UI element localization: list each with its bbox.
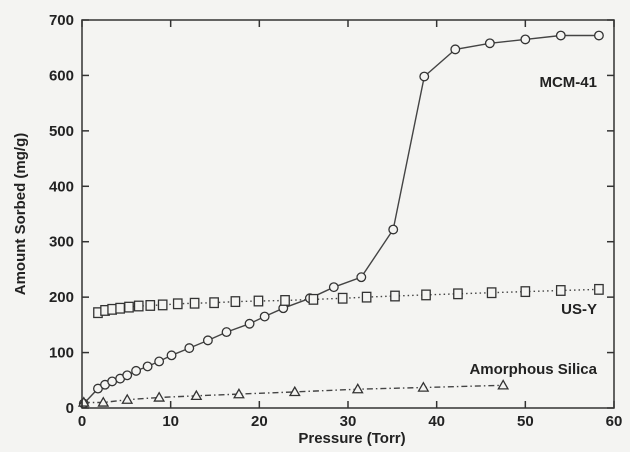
data-point bbox=[202, 335, 213, 346]
data-point bbox=[230, 296, 241, 308]
data-point bbox=[189, 297, 200, 309]
data-point bbox=[555, 285, 566, 296]
data-point bbox=[484, 38, 495, 49]
data-point bbox=[450, 44, 461, 55]
y-tick-label: 700 bbox=[49, 12, 74, 29]
x-axis-label: Pressure (Torr) bbox=[298, 430, 405, 447]
data-point bbox=[593, 30, 604, 41]
x-tick-label: 60 bbox=[606, 413, 623, 430]
data-point bbox=[154, 356, 165, 367]
data-point bbox=[594, 283, 604, 295]
data-point bbox=[190, 389, 203, 401]
data-point bbox=[172, 298, 183, 310]
data-point bbox=[233, 388, 245, 399]
series-line bbox=[97, 288, 599, 314]
y-tick-label: 200 bbox=[49, 289, 74, 306]
data-point bbox=[115, 302, 125, 314]
data-point bbox=[555, 30, 566, 41]
data-point bbox=[133, 300, 144, 312]
data-point bbox=[361, 291, 372, 303]
x-tick-label: 50 bbox=[517, 413, 534, 430]
data-point bbox=[328, 282, 339, 293]
data-point bbox=[244, 318, 255, 329]
data-point bbox=[107, 303, 117, 315]
data-point bbox=[520, 34, 531, 45]
y-tick-label: 600 bbox=[49, 67, 74, 84]
data-point bbox=[280, 295, 290, 306]
x-tick-label: 20 bbox=[251, 413, 268, 430]
data-point bbox=[122, 370, 133, 381]
series-label-amorphous-silica: Amorphous Silica bbox=[469, 361, 597, 378]
y-tick-label: 300 bbox=[49, 234, 74, 251]
data-point bbox=[497, 379, 510, 390]
x-tick-label: 30 bbox=[340, 413, 357, 430]
data-point bbox=[107, 376, 118, 387]
data-point bbox=[351, 383, 364, 394]
data-point bbox=[520, 286, 531, 298]
data-point bbox=[390, 290, 400, 302]
data-point bbox=[157, 299, 168, 311]
data-point bbox=[453, 288, 463, 300]
y-tick-label: 100 bbox=[49, 345, 74, 362]
data-point bbox=[419, 71, 430, 82]
data-point bbox=[124, 301, 134, 313]
series-line bbox=[83, 384, 504, 404]
series-label-mcm41: MCM-41 bbox=[539, 74, 597, 91]
data-point bbox=[145, 300, 156, 311]
data-point bbox=[209, 297, 219, 309]
series-2 bbox=[77, 379, 510, 407]
series-1 bbox=[93, 283, 604, 319]
series-0 bbox=[78, 30, 604, 409]
x-tick-label: 10 bbox=[162, 413, 179, 430]
x-tick-label: 0 bbox=[78, 413, 86, 430]
data-point bbox=[153, 391, 166, 402]
series-label-usy: US-Y bbox=[561, 301, 597, 318]
data-point bbox=[97, 396, 110, 407]
data-point bbox=[421, 289, 431, 301]
data-point bbox=[417, 381, 430, 392]
data-point bbox=[259, 311, 270, 322]
data-point bbox=[131, 365, 142, 376]
data-point bbox=[486, 287, 497, 299]
data-point bbox=[388, 224, 399, 235]
y-tick-label: 500 bbox=[49, 123, 74, 140]
data-point bbox=[142, 361, 153, 372]
data-point bbox=[221, 327, 232, 338]
data-point bbox=[121, 393, 134, 404]
data-point bbox=[184, 343, 195, 354]
data-point bbox=[337, 292, 348, 304]
plot-marks bbox=[77, 30, 604, 409]
y-tick-label: 0 bbox=[66, 400, 74, 417]
data-point bbox=[288, 385, 301, 397]
data-point bbox=[166, 350, 177, 361]
y-axis-label: Amount Sorbed (mg/g) bbox=[12, 133, 29, 295]
y-tick-label: 400 bbox=[49, 178, 74, 195]
x-tick-label: 40 bbox=[428, 413, 445, 430]
data-point bbox=[356, 272, 367, 283]
data-point bbox=[308, 293, 319, 305]
data-point bbox=[253, 295, 264, 307]
